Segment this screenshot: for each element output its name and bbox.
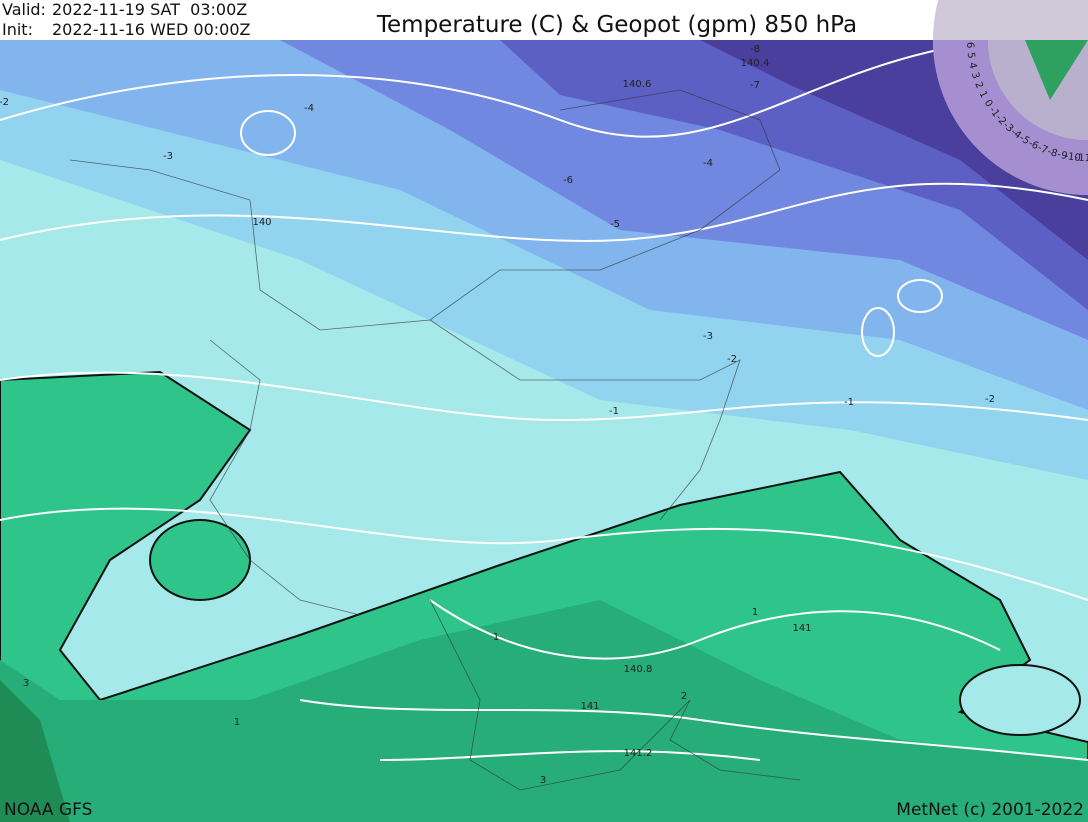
contour-label: 3 — [23, 678, 29, 689]
contour-label: 140.8 — [624, 664, 653, 675]
contour-label: -4 — [703, 158, 713, 169]
init-label: Init: — [2, 20, 33, 39]
scale-label: 2 — [972, 80, 985, 90]
scale-label: -7 — [1036, 142, 1049, 156]
init-time: 2022-11-16 WED 00:00Z — [52, 20, 251, 39]
contour-label: -2 — [0, 97, 9, 108]
contour-label: -4 — [304, 103, 314, 114]
scale-label: 6 — [964, 42, 975, 49]
contour-label: 141 — [792, 623, 811, 634]
scale-label: -11 — [1074, 153, 1088, 165]
contour-label: 1 — [752, 607, 758, 618]
contour-label: 140 — [252, 217, 271, 228]
contour-label: 140.6 — [623, 79, 652, 90]
source: NOAA GFS — [4, 800, 92, 820]
scale-label: 3 — [969, 71, 981, 80]
contour-label: -1 — [844, 397, 854, 408]
valid-time: 2022-11-19 SAT 03:00Z — [52, 0, 247, 19]
contour-label: -5 — [610, 219, 620, 230]
scale-label: -8 — [1046, 146, 1059, 159]
contour-label: -3 — [163, 151, 173, 162]
scale-label: 1 — [977, 89, 990, 100]
contour-label: 141 — [580, 701, 599, 712]
scale-label: 0 — [982, 98, 995, 109]
scale-label: -5 — [1017, 133, 1031, 148]
map-title: Temperature (C) & Geopot (gpm) 850 hPa — [376, 12, 857, 38]
scale-label: -9 — [1056, 149, 1068, 162]
scale-label: -6 — [1026, 138, 1040, 152]
geopotential-contours — [0, 39, 1088, 761]
contour-label: -2 — [985, 394, 995, 405]
contour-label: 3 — [540, 775, 546, 786]
header-bar — [0, 0, 1088, 40]
scale-label: 4 — [966, 61, 978, 70]
contour-label: -6 — [563, 175, 573, 186]
contour-label: 1 — [234, 717, 240, 728]
contour-label: -3 — [703, 331, 713, 342]
scale-label: 5 — [965, 52, 977, 60]
contour-label: 140.4 — [741, 58, 770, 69]
scale-label: -10 — [1064, 151, 1082, 164]
contour-label: 141.2 — [624, 748, 653, 759]
contour-label: 1 — [493, 632, 499, 643]
contour-label: 2 — [681, 691, 687, 702]
contour-label: -8 — [750, 44, 760, 55]
contour-label: -1 — [609, 406, 619, 417]
contour-label: -7 — [750, 80, 760, 91]
contour-label: -2 — [727, 354, 737, 365]
borders — [69, 89, 801, 791]
valid-label: Valid: — [2, 0, 46, 19]
credit: MetNet (c) 2001-2022 — [896, 800, 1084, 820]
